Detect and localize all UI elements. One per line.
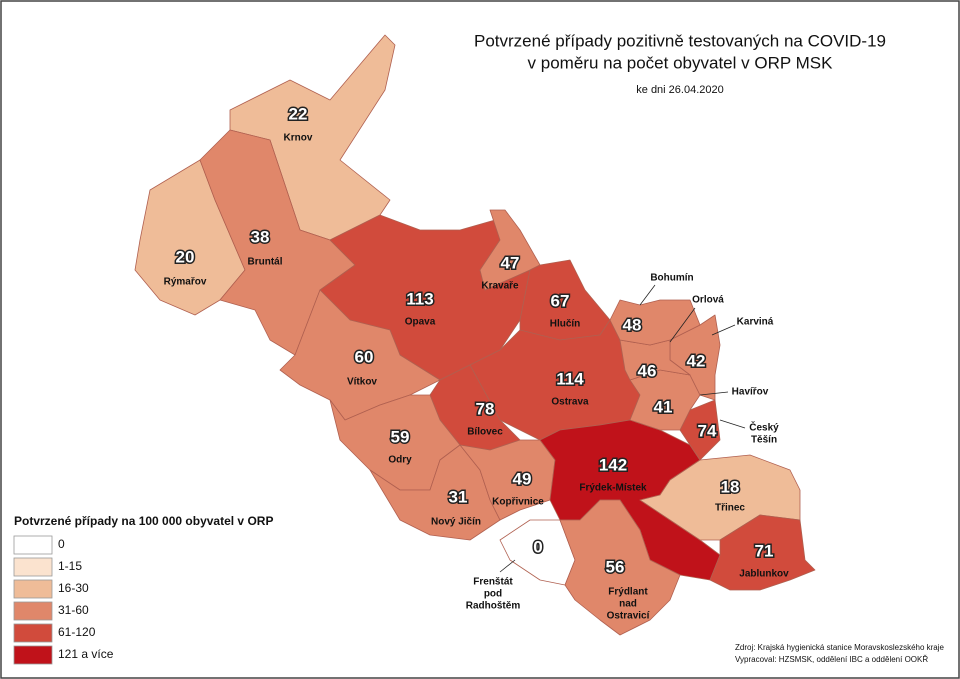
region-value: 114 (556, 369, 584, 388)
region (609, 299, 701, 346)
map-title: Potvrzené případy pozitivně testovaných … (474, 31, 886, 50)
region-name: Bruntál (248, 257, 283, 268)
legend: 0 1-15 16-30 31-60 61-120 121 a více (13, 535, 114, 665)
region-value: 74 (698, 421, 717, 440)
region-name: Bohumín (650, 273, 693, 284)
region-name: Vítkov (347, 377, 377, 388)
region-name: Orlová (692, 295, 724, 306)
region-name: Kopřivnice (492, 497, 544, 508)
region-name: pod (484, 589, 502, 600)
region (559, 499, 681, 636)
legend-label: 1-15 (58, 559, 82, 573)
legend-swatch (13, 557, 53, 577)
region-name: Nový Jičín (431, 517, 481, 528)
region-name: Karviná (737, 317, 774, 328)
legend-swatch (13, 645, 53, 665)
regions (134, 34, 816, 636)
region-name: Hlučín (550, 319, 581, 330)
legend-swatch (13, 601, 53, 621)
callout (639, 284, 656, 306)
region-name: Těšín (751, 435, 777, 446)
legend-swatch (13, 623, 53, 643)
callout (499, 559, 516, 573)
legend-label: 31-60 (58, 603, 89, 617)
legend-label: 16-30 (58, 581, 89, 595)
legend-label: 0 (58, 537, 65, 551)
region-value: 113 (406, 289, 433, 308)
region-value: 20 (176, 247, 195, 266)
legend-label: 61-120 (58, 625, 96, 639)
region-name: Bílovec (467, 427, 503, 438)
region-name: Kravaře (481, 281, 519, 292)
region-name: Frýdlant (608, 587, 648, 598)
region-name: Rýmařov (164, 277, 207, 288)
region-value: 142 (599, 455, 627, 474)
region-name: Frenštát (473, 577, 513, 588)
region-value: 42 (687, 351, 706, 370)
region-value: 31 (449, 487, 468, 506)
region-name: Radhoštěm (466, 601, 521, 612)
source: Vypracoval: HZSMSK, oddělení IBC a odděl… (735, 655, 928, 664)
region-value: 59 (391, 427, 410, 446)
region-value: 22 (289, 104, 308, 123)
map-title: v poměru na počet obyvatel v ORP MSK (528, 53, 834, 72)
region (709, 514, 816, 591)
region-value: 56 (606, 557, 625, 576)
region-name: Třinec (715, 503, 745, 514)
region-name: nad (619, 599, 637, 610)
region-name: Odry (388, 455, 412, 466)
legend-title: Potvrzené případy na 100 000 obyvatel v … (14, 514, 273, 528)
legend-swatch (13, 579, 53, 599)
region-value: 60 (355, 347, 374, 366)
region-value: 46 (638, 361, 657, 380)
region-name: Český (749, 421, 779, 434)
region-value: 71 (755, 541, 774, 560)
region-value: 41 (654, 397, 673, 416)
labels: 22 Krnov 20 Rýmařov 38 Bruntál 113 Opava 47 Krava… (164, 103, 790, 622)
region-name: Ostravicí (607, 611, 651, 622)
region-value: 47 (501, 253, 520, 272)
callout (711, 324, 736, 336)
region-value: 38 (251, 227, 270, 246)
region-name: Jablunkov (739, 569, 789, 580)
region-name: Havířov (732, 387, 769, 398)
source: Zdroj: Krajská hygienická stanice Moravs… (735, 643, 945, 652)
callout (699, 391, 729, 396)
map-date: ke dni 26.04.2020 (636, 84, 723, 96)
region-name: Frýdek-Místek (579, 483, 647, 494)
region-value: 78 (476, 399, 495, 418)
legend-label: 121 a více (58, 647, 114, 661)
region-name: Krnov (284, 133, 313, 144)
legend-swatch (13, 535, 53, 555)
region-name: Opava (405, 317, 436, 328)
callout (719, 419, 746, 429)
region-value: 18 (721, 477, 740, 496)
region-value: 0 (533, 537, 542, 556)
region-value: 48 (623, 315, 642, 334)
region-value: 49 (513, 469, 532, 488)
region-value: 67 (551, 291, 570, 310)
region-name: Ostrava (551, 397, 589, 408)
callout (669, 307, 696, 343)
